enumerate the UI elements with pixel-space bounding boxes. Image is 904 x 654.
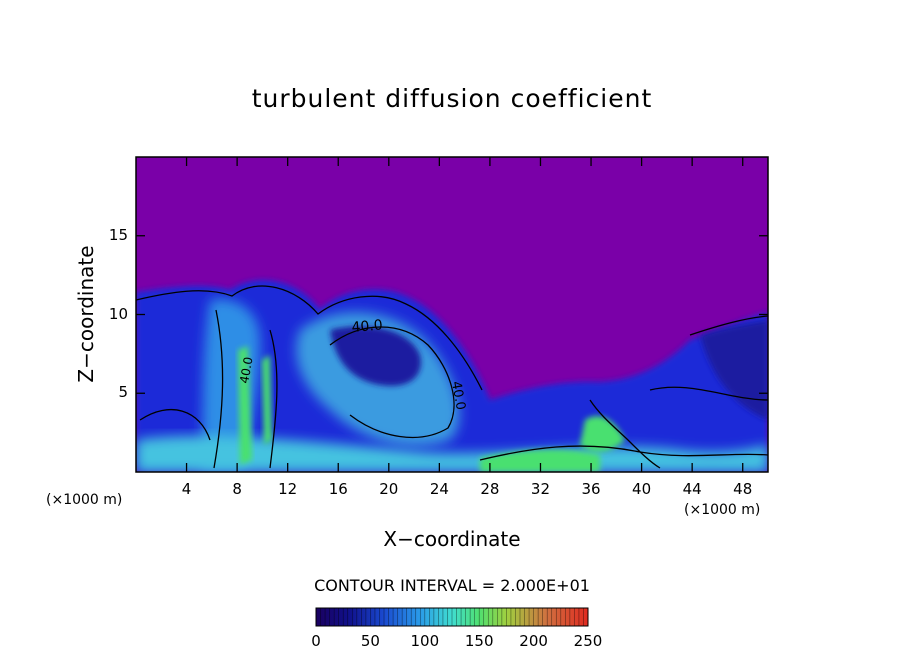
x-tick-label: 40 [632, 480, 652, 498]
y-axis-label: Z−coordinate [74, 245, 98, 383]
x-unit-right: (×1000 m) [684, 502, 761, 518]
y-tick-label: 10 [108, 304, 128, 323]
x-unit-left: (×1000 m) [46, 492, 123, 508]
x-tick-label: 4 [181, 480, 192, 498]
x-tick-label: 48 [733, 480, 753, 498]
colorbar-tick-label: 50 [360, 632, 380, 650]
x-tick-label: 8 [232, 480, 242, 498]
colorbar-tick-label: 100 [410, 632, 440, 650]
x-tick-label: 16 [328, 480, 348, 498]
x-tick-label: 28 [480, 480, 500, 498]
contour-label: 40.0 [448, 380, 468, 411]
y-tick-label: 15 [108, 225, 128, 244]
heatmap-field: 40.0 40.0 40.0 [136, 157, 768, 472]
x-tick-label: 12 [278, 480, 298, 498]
x-tick-label: 36 [581, 480, 601, 498]
contour-label: 40.0 [237, 356, 255, 385]
contour-label: 40.0 [351, 317, 383, 336]
x-tick-label: 24 [429, 480, 449, 498]
colorbar-tick-label: 150 [464, 632, 494, 650]
x-tick-label: 44 [682, 480, 702, 498]
colorbar-tick-label: 200 [519, 632, 548, 650]
contour-interval-note: CONTOUR INTERVAL = 2.000E+01 [314, 576, 590, 595]
colorbar-frame [315, 607, 589, 627]
chart-title: turbulent diffusion coefficient [251, 84, 653, 113]
y-tick-label: 5 [118, 383, 128, 402]
x-axis-label: X−coordinate [383, 527, 521, 551]
colorbar-tick-label: 0 [311, 632, 321, 650]
x-tick-label: 32 [530, 480, 551, 498]
x-tick-label: 20 [379, 480, 399, 498]
colorbar-tick-label: 250 [573, 632, 603, 650]
